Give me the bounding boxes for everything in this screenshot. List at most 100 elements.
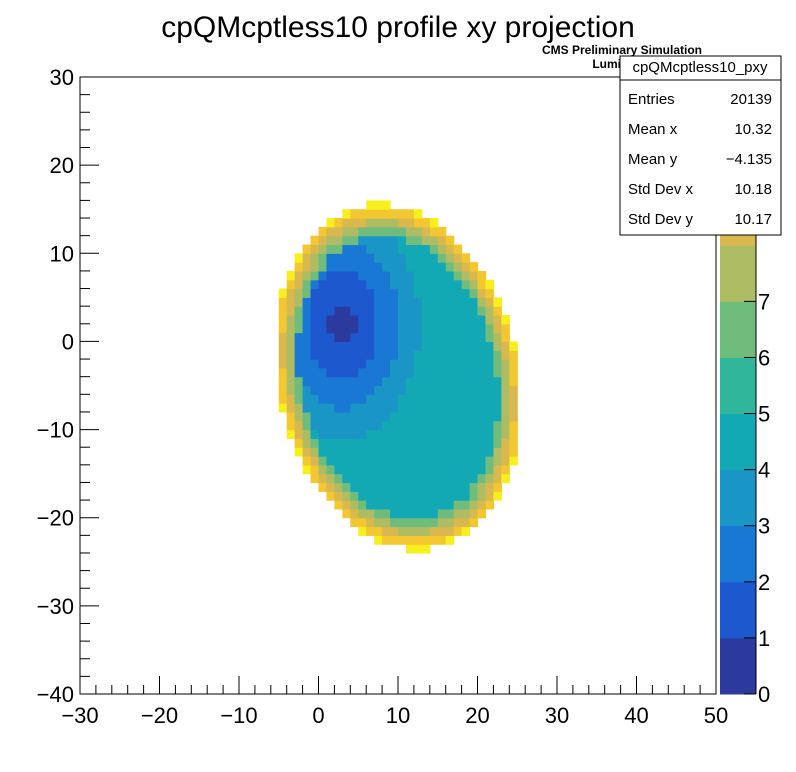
heatmap-cell: [342, 359, 351, 369]
heatmap-cell: [405, 323, 415, 334]
heatmap-cell: [294, 262, 304, 272]
heatmap-cell: [294, 367, 304, 378]
heatmap-cell: [342, 508, 351, 519]
heatmap-cell: [469, 500, 479, 510]
heatmap-cell: [398, 359, 407, 369]
heatmap-cell: [302, 262, 312, 272]
heatmap-cell: [318, 376, 328, 387]
heatmap-cell: [358, 279, 367, 290]
color-scale-label: 5: [758, 402, 770, 427]
heatmap-cell: [382, 279, 391, 290]
heatmap-cell: [437, 341, 447, 351]
heatmap-cell: [445, 350, 455, 360]
heatmap-cell: [358, 314, 367, 325]
heatmap-cell: [334, 235, 343, 246]
heatmap-cell: [461, 526, 471, 536]
heatmap-cell: [366, 526, 375, 536]
heatmap-cell: [413, 350, 423, 360]
x-tick-label: −30: [61, 703, 98, 728]
x-tick-label: 30: [545, 703, 569, 728]
heatmap-cell: [350, 482, 359, 492]
heatmap-cell: [350, 323, 359, 334]
heatmap-cell: [429, 306, 439, 316]
stats-box-frame: [619, 55, 782, 236]
heatmap-cell: [342, 482, 351, 492]
stats-row-value: −4.135: [726, 151, 772, 168]
heatmap-cell: [374, 491, 383, 501]
heatmap-cell: [334, 279, 343, 290]
heatmap-cell: [358, 226, 367, 237]
heatmap-cell: [350, 500, 359, 510]
heatmap-cell: [374, 253, 383, 263]
heatmap-cell: [453, 306, 463, 316]
heatmap-cell: [398, 464, 407, 475]
heatmap-cell: [278, 403, 288, 413]
heatmap-cell: [302, 411, 312, 422]
heatmap-cell: [445, 464, 455, 475]
heatmap-cell: [493, 482, 502, 492]
heatmap-cell: [342, 385, 351, 395]
heatmap-cell: [485, 297, 494, 307]
stats-histogram-name: cpQMcptless10_pxy: [632, 59, 768, 76]
heatmap-cell: [413, 226, 423, 237]
heatmap-cell: [421, 288, 431, 298]
heatmap-cell: [318, 473, 328, 484]
heatmap-cell: [310, 376, 320, 387]
heatmap-cell: [302, 376, 312, 387]
heatmap-cell: [501, 456, 510, 466]
heatmap-cell: [413, 385, 423, 395]
heatmap-cell: [501, 385, 510, 395]
heatmap-cell: [350, 226, 359, 237]
heatmap-cell: [302, 279, 312, 290]
heatmap-cell: [405, 235, 415, 246]
x-tick-label: 40: [624, 703, 648, 728]
heatmap-cell: [477, 270, 487, 281]
heatmap-cell: [366, 464, 375, 475]
heatmap-cell: [429, 403, 439, 413]
heatmap-cell: [421, 376, 431, 387]
heatmap-cell: [366, 359, 375, 369]
heatmap-cell: [302, 359, 312, 369]
heatmap-cell: [366, 473, 375, 484]
heatmap-cell: [493, 411, 502, 422]
heatmap-cell: [445, 359, 455, 369]
heatmap-cell: [477, 350, 487, 360]
heatmap-cell: [374, 332, 383, 343]
heatmap-cell: [294, 429, 304, 439]
heatmap-cell: [461, 376, 471, 387]
heatmap-cell: [445, 420, 455, 431]
heatmap-cell: [366, 367, 375, 378]
heatmap-cell: [477, 306, 487, 316]
heatmap-cell: [390, 526, 399, 536]
heatmap-cell: [302, 394, 312, 404]
heatmap-cell: [413, 526, 423, 536]
heatmap-cell: [294, 394, 304, 404]
heatmap-cell: [310, 297, 320, 307]
heatmap-cell: [429, 270, 439, 281]
color-scale-band: [720, 357, 756, 415]
heatmap-cell: [350, 244, 359, 254]
heatmap-cell: [421, 341, 431, 351]
heatmap-cell: [326, 226, 335, 237]
heatmap-cell: [485, 367, 494, 378]
heatmap-cell: [390, 367, 399, 378]
heatmap-cell: [437, 500, 447, 510]
heatmap-cell: [493, 306, 502, 316]
color-scale-band: [720, 469, 756, 527]
heatmap-cell: [366, 500, 375, 510]
heatmap-cell: [382, 226, 391, 237]
heatmap-cell: [501, 376, 510, 387]
heatmap-cell: [469, 297, 479, 307]
heatmap-cell: [445, 456, 455, 466]
heatmap-cell: [429, 253, 439, 263]
heatmap-cell: [334, 288, 343, 298]
heatmap-cell: [390, 429, 399, 439]
heatmap-cell: [350, 367, 359, 378]
heatmap-cell: [310, 429, 320, 439]
heatmap-cell: [302, 253, 312, 263]
heatmap-cell: [334, 376, 343, 387]
heatmap-cell: [485, 385, 494, 395]
heatmap-cell: [334, 385, 343, 395]
heatmap-cell: [405, 482, 415, 492]
heatmap-cell: [398, 376, 407, 387]
